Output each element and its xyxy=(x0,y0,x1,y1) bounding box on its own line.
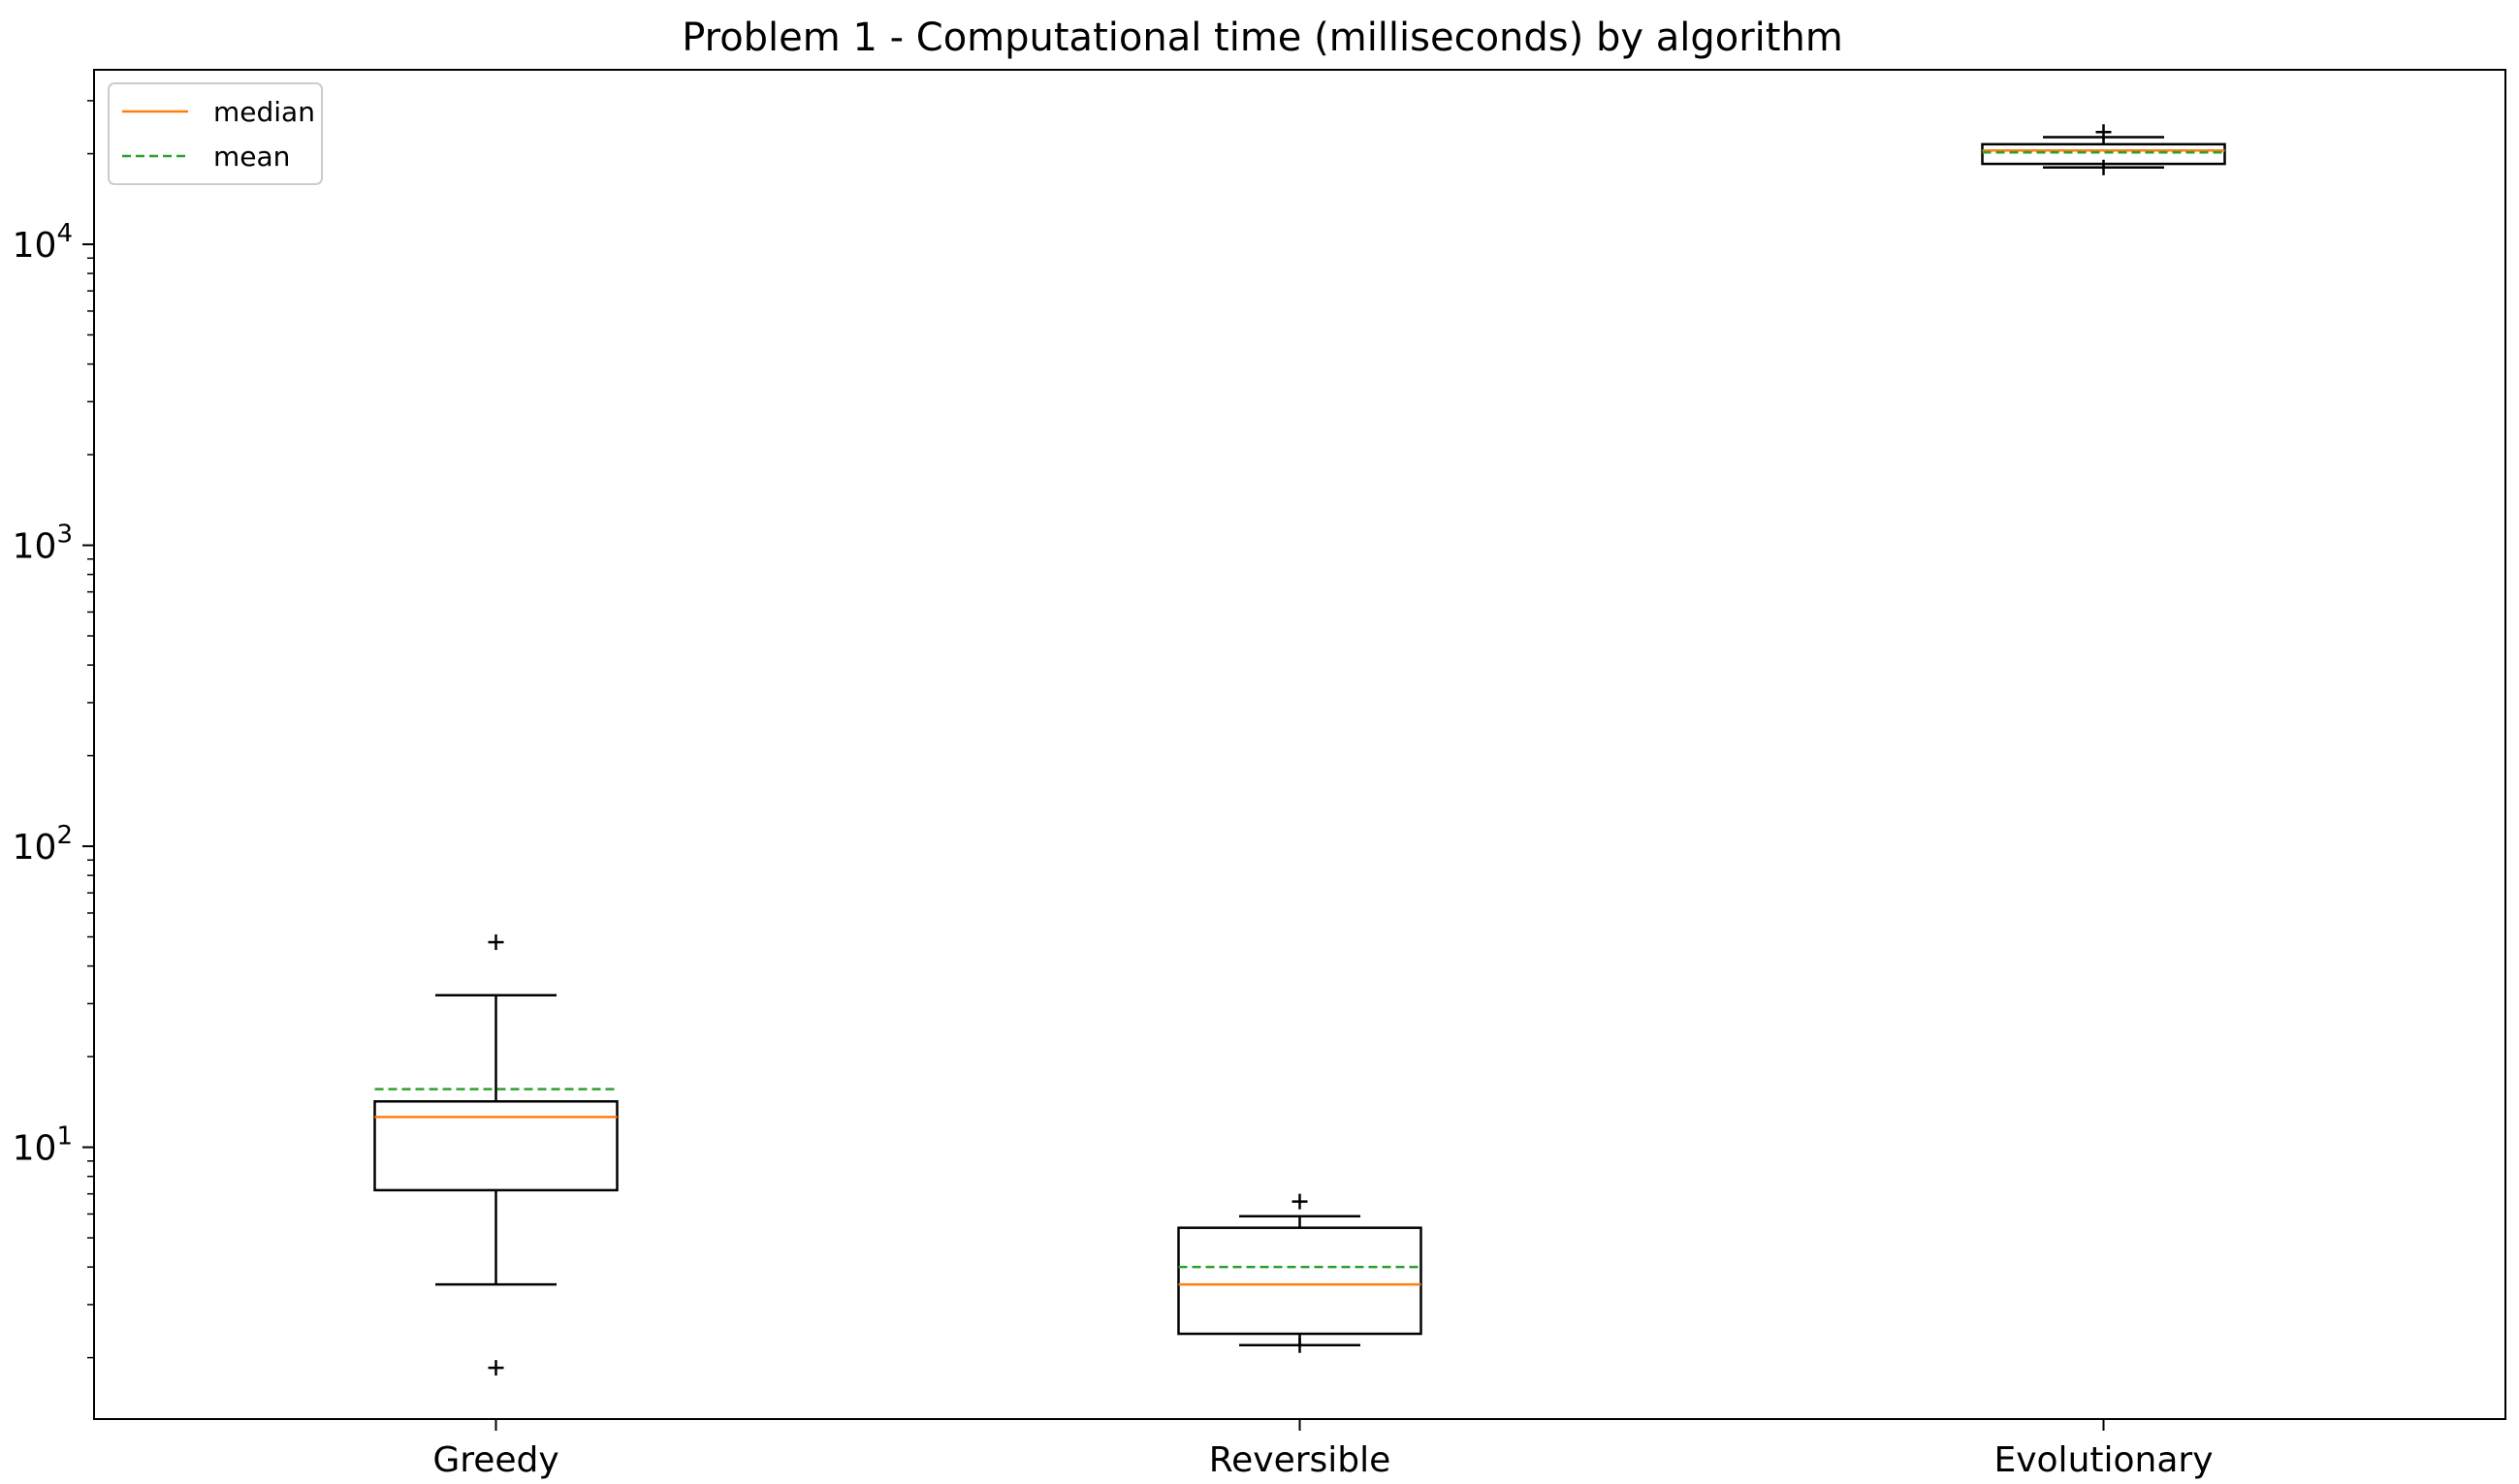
x-tick-label-reversible: Reversible xyxy=(1209,1440,1391,1480)
box-evolutionary xyxy=(1981,124,2226,175)
y-axis: 101 102 103 104 xyxy=(13,100,94,1359)
y-tick-label: 104 xyxy=(13,219,73,266)
outlier-marker xyxy=(2095,159,2112,175)
outlier-marker xyxy=(1291,1193,1308,1210)
y-tick-label: 103 xyxy=(13,521,73,567)
box-greedy xyxy=(373,934,619,1376)
iqr-box xyxy=(373,1100,619,1192)
x-axis: Greedy Reversible Evolutionary xyxy=(432,1419,2214,1480)
box-reversible xyxy=(1177,1193,1422,1353)
outlier-marker xyxy=(2095,124,2112,141)
outlier-marker xyxy=(488,934,504,951)
outlier-marker xyxy=(488,1360,504,1376)
x-tick-label-evolutionary: Evolutionary xyxy=(1993,1440,2213,1480)
legend-label-median: median xyxy=(213,96,315,128)
legend-frame xyxy=(108,82,323,185)
y-tick-label: 102 xyxy=(13,821,73,868)
y-tick-label: 101 xyxy=(13,1122,73,1169)
chart-title: Problem 1 - Computational time (millisec… xyxy=(682,16,1843,60)
outlier-marker xyxy=(1291,1337,1308,1353)
box-plots xyxy=(373,124,2226,1376)
legend: median mean xyxy=(108,82,323,185)
legend-label-mean: mean xyxy=(213,141,290,173)
x-tick-label-greedy: Greedy xyxy=(432,1440,558,1480)
iqr-box xyxy=(1177,1226,1422,1336)
